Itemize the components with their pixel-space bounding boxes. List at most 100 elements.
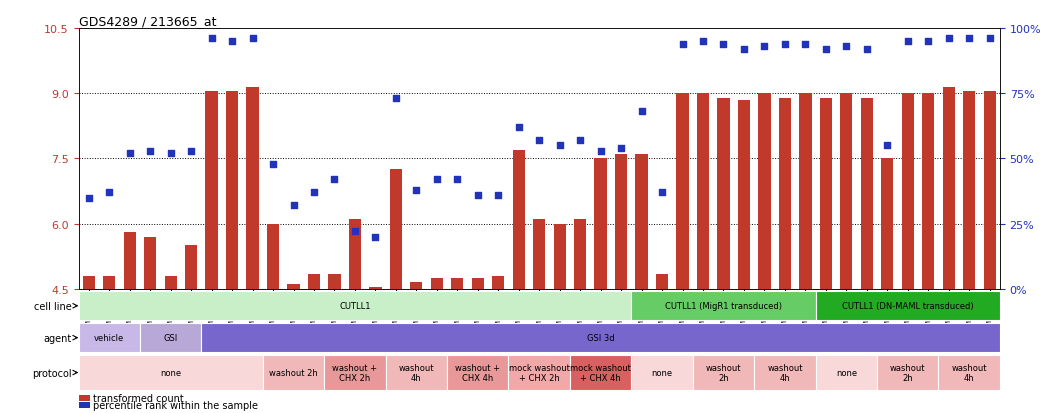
Text: washout
2h: washout 2h	[890, 363, 926, 382]
Point	[121, 150, 138, 157]
Point	[694, 38, 711, 45]
Point	[408, 187, 425, 194]
Point	[899, 38, 916, 45]
Text: mock washout
+ CHX 2h: mock washout + CHX 2h	[509, 363, 570, 382]
Bar	[325, 356, 385, 390]
Text: washout +
CHX 4h: washout + CHX 4h	[455, 363, 500, 382]
Text: none: none	[836, 368, 856, 377]
Text: none: none	[651, 368, 672, 377]
Point	[612, 145, 629, 152]
Text: washout
4h: washout 4h	[952, 363, 987, 382]
Bar	[308, 274, 320, 289]
Bar	[447, 356, 509, 390]
Bar	[263, 356, 325, 390]
Text: protocol: protocol	[32, 368, 72, 377]
Point	[981, 36, 998, 43]
Point	[162, 150, 179, 157]
Bar	[492, 276, 505, 289]
Bar	[349, 220, 361, 289]
Bar	[697, 94, 709, 289]
Text: GSI 3d: GSI 3d	[586, 333, 615, 342]
Point	[859, 46, 875, 53]
Bar	[226, 92, 239, 289]
Bar	[430, 278, 443, 289]
Bar	[861, 98, 873, 289]
Point	[593, 148, 609, 154]
Bar	[901, 94, 914, 289]
Bar	[631, 356, 693, 390]
Point	[961, 36, 978, 43]
Point	[285, 202, 302, 209]
Point	[940, 36, 957, 43]
Text: washout
4h: washout 4h	[399, 363, 435, 382]
Point	[367, 234, 384, 240]
Bar	[451, 278, 464, 289]
Text: vehicle: vehicle	[94, 333, 125, 342]
Bar	[370, 287, 381, 289]
Bar	[79, 402, 90, 408]
Point	[183, 148, 200, 154]
Text: washout +
CHX 2h: washout + CHX 2h	[333, 363, 377, 382]
Bar	[636, 154, 648, 289]
Bar	[144, 237, 156, 289]
Point	[101, 190, 117, 196]
Bar	[570, 356, 631, 390]
Bar	[389, 170, 402, 289]
Bar	[942, 88, 955, 289]
Point	[265, 161, 282, 168]
Point	[736, 46, 753, 53]
Bar	[140, 323, 201, 352]
Bar	[410, 282, 423, 289]
Bar	[83, 276, 95, 289]
Bar	[738, 100, 750, 289]
Text: washout
4h: washout 4h	[767, 363, 803, 382]
Bar	[385, 356, 447, 390]
Point	[510, 124, 527, 131]
Bar	[471, 278, 484, 289]
Bar	[615, 154, 627, 289]
Bar	[963, 92, 976, 289]
Text: washout
2h: washout 2h	[706, 363, 741, 382]
Point	[920, 38, 937, 45]
Point	[531, 138, 548, 144]
Point	[224, 38, 241, 45]
Bar	[287, 285, 299, 289]
Text: transformed count: transformed count	[93, 393, 184, 403]
Text: agent: agent	[44, 333, 72, 343]
Bar	[533, 220, 545, 289]
Point	[428, 176, 445, 183]
Text: mock washout
+ CHX 4h: mock washout + CHX 4h	[571, 363, 631, 382]
Bar	[267, 224, 280, 289]
Text: CUTLL1: CUTLL1	[339, 301, 371, 311]
Bar	[820, 98, 832, 289]
Bar	[185, 246, 197, 289]
Point	[674, 41, 691, 48]
Bar	[938, 356, 1000, 390]
Bar	[103, 276, 115, 289]
Point	[715, 41, 732, 48]
Bar	[882, 159, 893, 289]
Text: CUTLL1 (DN-MAML transduced): CUTLL1 (DN-MAML transduced)	[842, 301, 974, 311]
Bar	[124, 233, 136, 289]
Bar	[631, 292, 816, 320]
Bar	[513, 150, 525, 289]
Point	[81, 195, 97, 201]
Bar	[983, 92, 996, 289]
Bar	[676, 94, 689, 289]
Bar	[329, 274, 340, 289]
Point	[818, 46, 834, 53]
Bar	[840, 94, 852, 289]
Point	[633, 109, 650, 116]
Point	[878, 142, 895, 149]
Bar	[877, 356, 938, 390]
Bar	[717, 98, 730, 289]
Text: cell line: cell line	[35, 301, 72, 311]
Point	[490, 192, 507, 199]
Bar	[79, 394, 90, 401]
Point	[572, 138, 588, 144]
Point	[326, 176, 342, 183]
Point	[306, 190, 322, 196]
Bar	[816, 292, 1000, 320]
Point	[552, 142, 569, 149]
Point	[756, 44, 773, 50]
